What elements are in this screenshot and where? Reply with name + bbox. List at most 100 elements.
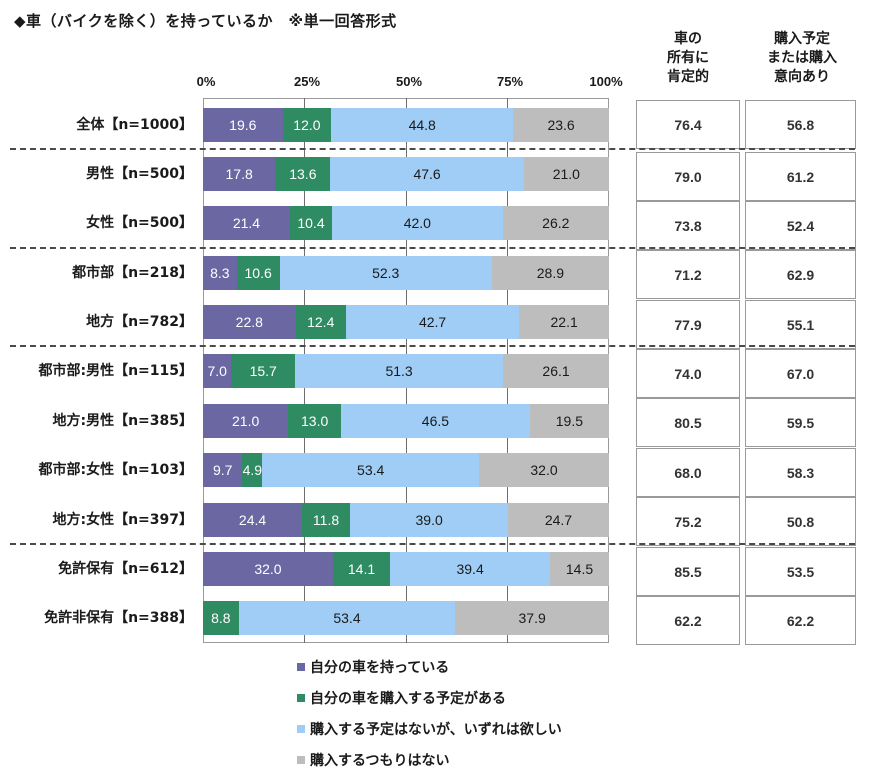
row-label: 免許保有【n=612】 (58, 561, 193, 577)
bar-segment-plan: 11.8 (302, 503, 350, 537)
bar-segment-own: 21.0 (203, 404, 289, 438)
bar-segment-own: 32.0 (203, 552, 333, 586)
ownership-positive-cell: 71.2 (636, 250, 740, 299)
stacked-bar: 22.8 12.4 42.7 22.1 (203, 305, 609, 339)
row-label: 都市部:女性【n=103】 (38, 462, 193, 478)
bar-segment-want: 44.8 (331, 108, 514, 142)
ownership-positive-cell: 85.5 (636, 547, 740, 596)
legend-label: 自分の車を持っている (310, 659, 450, 676)
bar-segment-want: 42.7 (345, 305, 520, 339)
purchase-intent-cell: 62.9 (745, 250, 856, 299)
bar-segment-plan: 12.0 (282, 108, 332, 142)
x-tick-50: 50% (395, 74, 423, 89)
bar-segment-own: 7.0 (203, 354, 232, 388)
bar-segment-plan: 13.0 (288, 404, 342, 438)
legend-swatch-icon (297, 755, 305, 764)
x-tick-100: 100% (589, 74, 623, 89)
ownership-positive-cell: 62.2 (636, 596, 740, 645)
col2-header-line: 意向あり (774, 69, 830, 85)
bar-segment-no: 23.6 (513, 108, 609, 142)
bar-segment-no: 28.9 (491, 256, 609, 290)
purchase-intent-cell: 61.2 (745, 152, 856, 201)
bar-segment-no: 21.0 (523, 157, 609, 191)
stacked-bar: 32.0 14.1 39.4 14.5 (203, 552, 609, 586)
bar-segment-want: 53.4 (238, 601, 456, 635)
bar-segment-no: 24.7 (508, 503, 609, 537)
row-label: 都市部【n=218】 (72, 265, 193, 281)
col1-header-line: 肯定的 (667, 69, 709, 85)
legend-item-plan: 自分の車を購入する予定がある (297, 682, 562, 713)
purchase-intent-cell: 67.0 (745, 349, 856, 398)
bar-segment-want: 51.3 (295, 354, 504, 388)
purchase-intent-cell: 55.1 (745, 300, 856, 349)
group-separator (10, 247, 855, 249)
col2-header-line: または購入 (767, 50, 837, 66)
ownership-positive-cell: 73.8 (636, 201, 740, 250)
purchase-intent-cell: 56.8 (745, 100, 856, 149)
legend: 自分の車を持っている 自分の車を購入する予定がある 購入する予定はないが、いずれ… (297, 651, 562, 775)
bar-segment-plan: 10.4 (289, 206, 333, 240)
bar-segment-plan: 8.8 (203, 601, 239, 635)
bar-segment-plan: 15.7 (231, 354, 296, 388)
purchase-intent-cell: 50.8 (745, 497, 856, 546)
bar-segment-plan: 4.9 (242, 453, 263, 487)
bar-segment-own: 21.4 (203, 206, 290, 240)
bar-segment-no: 19.5 (529, 404, 609, 438)
bar-segment-own: 19.6 (203, 108, 283, 142)
group-separator (10, 543, 855, 545)
bar-segment-own: 9.7 (203, 453, 243, 487)
stacked-bar: 17.8 13.6 47.6 21.0 (203, 157, 609, 191)
stacked-bar: 19.6 12.0 44.8 23.6 (203, 108, 609, 142)
bar-segment-no: 14.5 (550, 552, 609, 586)
bar-segment-plan: 10.6 (236, 256, 280, 290)
bar-segment-want: 39.0 (349, 503, 509, 537)
col-header-purchase-intent: 購入予定 または購入 意向あり (748, 30, 856, 87)
bar-segment-want: 52.3 (279, 256, 492, 290)
row-label: 女性【n=500】 (86, 215, 193, 231)
row-label: 地方【n=782】 (86, 314, 193, 330)
stacked-bar: 8.8 53.4 37.9 (203, 601, 609, 635)
ownership-positive-cell: 77.9 (636, 300, 740, 349)
bar-segment-own: 17.8 (203, 157, 276, 191)
bar-segment-no: 32.0 (479, 453, 609, 487)
bar-segment-no: 26.2 (502, 206, 609, 240)
stacked-bar: 24.4 11.8 39.0 24.7 (203, 503, 609, 537)
legend-item-want: 購入する予定はないが、いずれは欲しい (297, 713, 562, 744)
col-header-ownership-positive: 車の 所有に 肯定的 (636, 30, 740, 87)
group-separator (10, 148, 855, 150)
row-label: 男性【n=500】 (86, 166, 193, 182)
x-tick-75: 75% (496, 74, 524, 89)
ownership-positive-cell: 79.0 (636, 152, 740, 201)
col1-header-line: 車の (674, 31, 702, 47)
purchase-intent-cell: 58.3 (745, 448, 856, 497)
chart-title: ◆車（バイクを除く）を持っているか ※単一回答形式 (14, 12, 397, 30)
row-label: 全体【n=1000】 (76, 117, 193, 133)
col1-header-line: 所有に (667, 50, 709, 66)
x-tick-25: 25% (293, 74, 321, 89)
row-label: 都市部:男性【n=115】 (38, 363, 193, 379)
stacked-bar: 9.7 4.9 53.4 32.0 (203, 453, 609, 487)
purchase-intent-cell: 52.4 (745, 201, 856, 250)
ownership-positive-cell: 68.0 (636, 448, 740, 497)
legend-item-no: 購入するつもりはない (297, 744, 562, 775)
purchase-intent-cell: 62.2 (745, 596, 856, 645)
bar-segment-want: 39.4 (390, 552, 551, 586)
x-tick-0: 0% (196, 74, 216, 89)
legend-label: 購入する予定はないが、いずれは欲しい (310, 721, 562, 738)
bar-segment-plan: 12.4 (295, 305, 346, 339)
bar-segment-own: 22.8 (203, 305, 296, 339)
legend-swatch-icon (297, 693, 305, 702)
bar-segment-want: 46.5 (341, 404, 530, 438)
ownership-positive-cell: 80.5 (636, 398, 740, 447)
purchase-intent-cell: 53.5 (745, 547, 856, 596)
legend-label: 自分の車を購入する予定がある (310, 690, 506, 707)
ownership-positive-cell: 75.2 (636, 497, 740, 546)
stacked-bar: 7.0 15.7 51.3 26.1 (203, 354, 609, 388)
bar-segment-want: 53.4 (262, 453, 480, 487)
bar-segment-own: 8.3 (203, 256, 237, 290)
stacked-bar: 21.0 13.0 46.5 19.5 (203, 404, 609, 438)
bar-segment-want: 42.0 (332, 206, 503, 240)
bar-segment-no: 26.1 (503, 354, 609, 388)
row-label: 地方:男性【n=385】 (52, 413, 193, 429)
bar-segment-want: 47.6 (330, 157, 524, 191)
